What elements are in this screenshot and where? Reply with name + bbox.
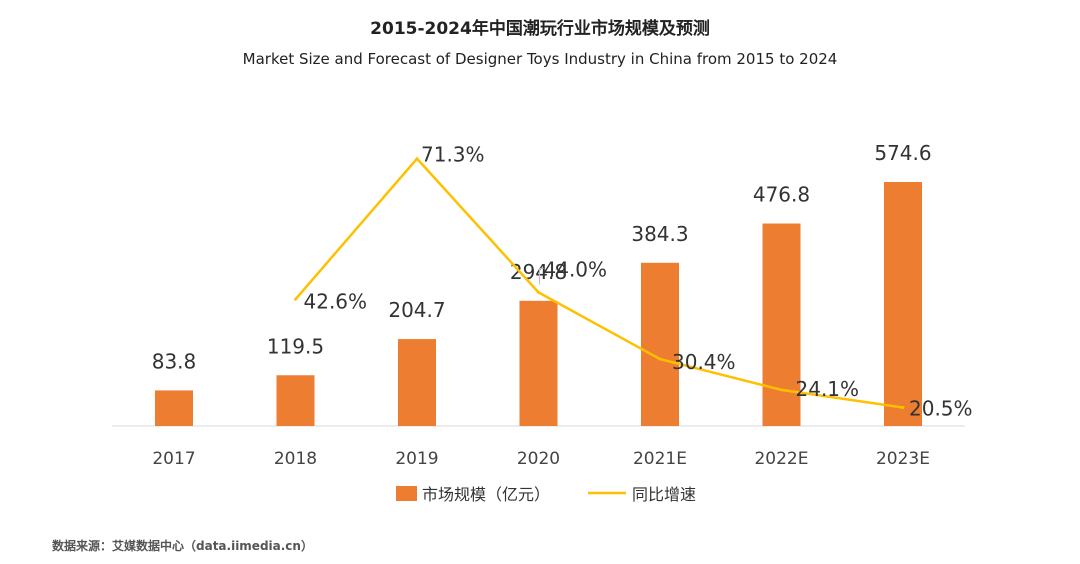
x-tick-2017: 2017	[152, 449, 195, 469]
growth-point-2022E	[780, 388, 783, 392]
chart-subtitle: Market Size and Forecast of Designer Toy…	[242, 50, 838, 68]
growth-label-2022E: 24.1%	[796, 377, 860, 401]
bar-2021E	[641, 262, 679, 426]
bar-label-2023E: 574.6	[874, 141, 931, 165]
growth-label-leader	[539, 267, 544, 285]
legend-bar-swatch	[396, 486, 417, 501]
growth-label-2023E: 20.5%	[909, 397, 973, 421]
bar-2023E	[884, 182, 922, 426]
x-tick-2023E: 2023E	[876, 449, 930, 469]
x-tick-2018: 2018	[274, 449, 317, 469]
growth-point-2020	[537, 290, 540, 294]
growth-label-2019: 71.3%	[421, 143, 485, 167]
bar-label-2017: 83.8	[152, 349, 197, 373]
growth-label-2021E: 30.4%	[672, 350, 736, 374]
bar-2019	[398, 339, 436, 426]
bar-label-2022E: 476.8	[753, 183, 810, 207]
growth-point-2018	[294, 297, 297, 301]
legend-line-label: 同比增速	[632, 485, 696, 504]
bar-label-2018: 119.5	[267, 334, 324, 358]
bar-2020	[519, 300, 558, 426]
growth-point-2019	[415, 157, 419, 161]
growth-label-2018: 42.6%	[304, 289, 368, 313]
data-source-note: 数据来源：艾媒数据中心（data.iimedia.cn）	[52, 539, 313, 553]
bar-label-2021E: 384.3	[631, 222, 688, 246]
growth-label-2020: 44.0%	[544, 257, 608, 281]
bar-series	[155, 182, 922, 426]
bar-label-2019: 204.7	[388, 298, 445, 322]
bar-2017	[155, 390, 193, 426]
growth-point-2021E	[658, 357, 662, 361]
chart-title: 2015-2024年中国潮玩行业市场规模及预测	[370, 19, 710, 39]
x-axis-tick-labels: 2017 2018 2019 2020 2021E 2022E 2023E	[152, 449, 930, 469]
legend: 市场规模（亿元） 同比增速	[396, 485, 696, 504]
bar-2018	[276, 375, 315, 426]
growth-line-series	[294, 157, 905, 410]
x-tick-2022E: 2022E	[754, 449, 808, 469]
x-tick-2019: 2019	[395, 449, 438, 469]
legend-bar-label: 市场规模（亿元）	[422, 485, 550, 504]
growth-line	[294, 157, 904, 409]
x-tick-2020: 2020	[517, 449, 560, 469]
x-tick-2021E: 2021E	[633, 449, 687, 469]
growth-point-2023E	[901, 406, 905, 410]
growth-value-labels: 42.6% 71.3% 44.0% 30.4% 24.1% 20.5%	[304, 143, 973, 421]
